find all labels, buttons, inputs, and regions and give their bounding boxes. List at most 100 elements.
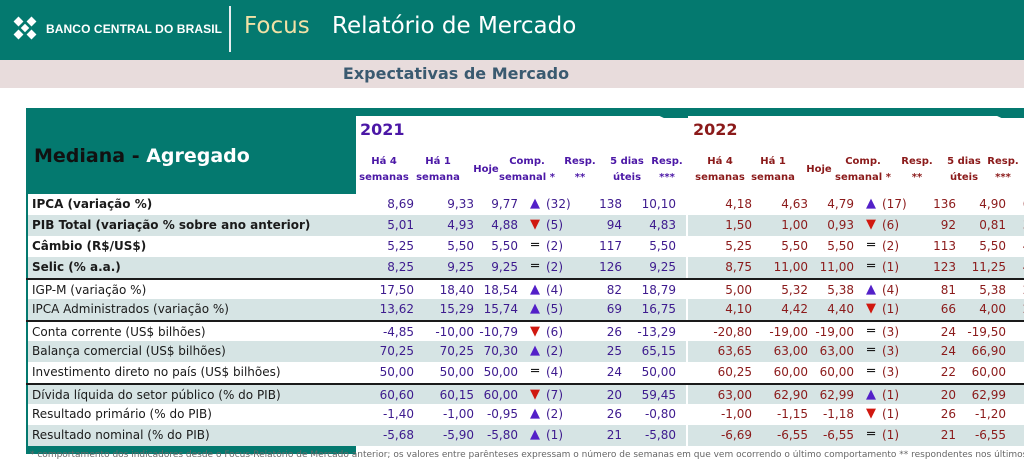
cell-2021-h4: 8,25 (387, 260, 414, 274)
cell-2021-hoje: 4,88 (491, 218, 518, 232)
cell-2022-d5: -1,20 (974, 407, 1006, 421)
cell-2021-weeks: (2) (546, 344, 563, 358)
cell-2022-d5: 60,00 (971, 365, 1006, 379)
cell-2022-weeks: (3) (882, 325, 899, 339)
cell-2022-resp3: 35 (1012, 215, 1024, 236)
cell-2021-weeks: (4) (546, 283, 563, 297)
cell-2022-hoje: 5,50 (827, 239, 854, 253)
column-header-2022-3: Comp. semanal * (835, 156, 891, 183)
up-arrow-icon: ▲ (530, 196, 540, 211)
column-header-2021-1: Há 1 semana (416, 156, 460, 183)
cell-2021-resp: 138 (599, 197, 622, 211)
up-arrow-icon: ▲ (530, 282, 540, 297)
table-title: Mediana - Agregado (34, 145, 250, 167)
cell-2021-h1: 9,33 (447, 197, 474, 211)
cell-2022-hoje: -6,55 (822, 428, 854, 442)
cell-2021-hoje: 9,77 (491, 197, 518, 211)
cell-2021-resp: 21 (606, 428, 622, 442)
cell-2021-h1: 60,15 (439, 388, 474, 402)
column-header-2021-2: Hoje (473, 164, 499, 175)
cell-2021-h4: 5,01 (387, 218, 414, 232)
row-block-2022 (688, 362, 1024, 383)
cell-2022-resp3: 7 (1012, 425, 1024, 446)
cell-2021-h1: 50,00 (439, 365, 474, 379)
cell-2022-weeks: (6) (882, 218, 899, 232)
cell-2022-weeks: (4) (882, 283, 899, 297)
cell-2022-hoje: 0,93 (827, 218, 854, 232)
cell-2021-d5: -5,80 (644, 428, 676, 442)
cell-2022-h1: -1,15 (776, 407, 808, 421)
cell-2022-resp3: 67 (1012, 194, 1024, 215)
row-block-2021 (356, 236, 686, 257)
row-label: IGP-M (variação %) (28, 280, 356, 301)
row-block-2021 (356, 385, 686, 406)
year-2021-label: 2021 (360, 120, 405, 139)
cell-2022-hoje: -1,18 (822, 407, 854, 421)
cell-2021-weeks: (2) (546, 260, 563, 274)
cell-2021-h1: -1,00 (442, 407, 474, 421)
cell-2021-h4: 70,25 (379, 344, 414, 358)
table-row: Dívida líquida do setor público (% do PI… (26, 383, 1024, 406)
cell-2021-hoje: -10,79 (479, 325, 518, 339)
cell-2022-hoje: 11,00 (819, 260, 854, 274)
cell-2022-resp: 92 (940, 218, 956, 232)
cell-2022-resp3: 21 (1012, 299, 1024, 320)
cell-2022-h1: 5,32 (781, 283, 808, 297)
cell-2022-h4: 4,18 (725, 197, 752, 211)
cell-2021-resp: 82 (606, 283, 622, 297)
row-block-2022 (688, 280, 1024, 301)
cell-2022-hoje: 60,00 (819, 365, 854, 379)
cell-2021-h1: 70,25 (439, 344, 474, 358)
row-label: Conta corrente (US$ bilhões) (28, 322, 356, 343)
row-label: Balança comercial (US$ bilhões) (28, 341, 356, 362)
cell-2022-resp3: 28 (1012, 280, 1024, 301)
cell-2022-hoje: 5,38 (827, 283, 854, 297)
row-block-2022 (688, 341, 1024, 362)
cell-2022-resp: 21 (940, 428, 956, 442)
cell-2021-resp: 24 (606, 365, 622, 379)
cell-2021-h1: 5,50 (447, 239, 474, 253)
cell-2021-weeks: (6) (546, 325, 563, 339)
year-tab-2022 (688, 116, 1024, 194)
equal-icon: ═ (867, 324, 875, 339)
cell-2022-d5: 4,90 (979, 197, 1006, 211)
column-header-2021-3: Comp. semanal * (499, 156, 555, 183)
year-2022-label: 2022 (693, 120, 738, 139)
cell-2021-resp: 69 (606, 302, 622, 316)
cell-2022-h1: 1,00 (781, 218, 808, 232)
equal-icon: ═ (867, 343, 875, 358)
equal-icon: ═ (867, 364, 875, 379)
cell-2021-d5: -13,29 (637, 325, 676, 339)
cell-2022-h4: 5,00 (725, 283, 752, 297)
up-arrow-icon: ▲ (530, 301, 540, 316)
column-header-2022-0: Há 4 semanas (695, 156, 745, 183)
equal-icon: ═ (867, 238, 875, 253)
cell-2021-weeks: (5) (546, 218, 563, 232)
equal-icon: ═ (531, 364, 539, 379)
bcb-logo: BANCO CENTRAL DO BRASIL (12, 15, 222, 43)
cell-2022-resp: 22 (940, 365, 956, 379)
cell-2022-resp: 24 (940, 325, 956, 339)
cell-2022-resp: 136 (933, 197, 956, 211)
down-arrow-icon: ▼ (530, 217, 540, 232)
row-block-2021 (356, 194, 686, 215)
cell-2022-h1: 4,63 (781, 197, 808, 211)
cell-2021-d5: 50,00 (641, 365, 676, 379)
table-row: IGP-M (variação %) 17,50 18,40 18,54 82 18,79… (26, 278, 1024, 301)
cell-2022-resp: 66 (940, 302, 956, 316)
cell-2021-d5: 5,50 (649, 239, 676, 253)
cell-2021-d5: 59,45 (641, 388, 676, 402)
cell-2022-hoje: 63,00 (819, 344, 854, 358)
cell-2022-weeks: (1) (882, 407, 899, 421)
cell-2022-weeks: (3) (882, 365, 899, 379)
row-block-2022 (688, 425, 1024, 446)
row-label: Selic (% a.a.) (28, 257, 356, 278)
table-row: Balança comercial (US$ bilhões) 70,25 70,2… (26, 341, 1024, 362)
cell-2021-h4: 13,62 (379, 302, 414, 316)
row-block-2021 (356, 280, 686, 301)
row-block-2021 (356, 322, 686, 343)
row-block-2021 (356, 404, 686, 425)
cell-2022-h4: 60,25 (717, 365, 752, 379)
cell-2021-resp: 20 (606, 388, 622, 402)
cell-2021-h1: 15,29 (439, 302, 474, 316)
